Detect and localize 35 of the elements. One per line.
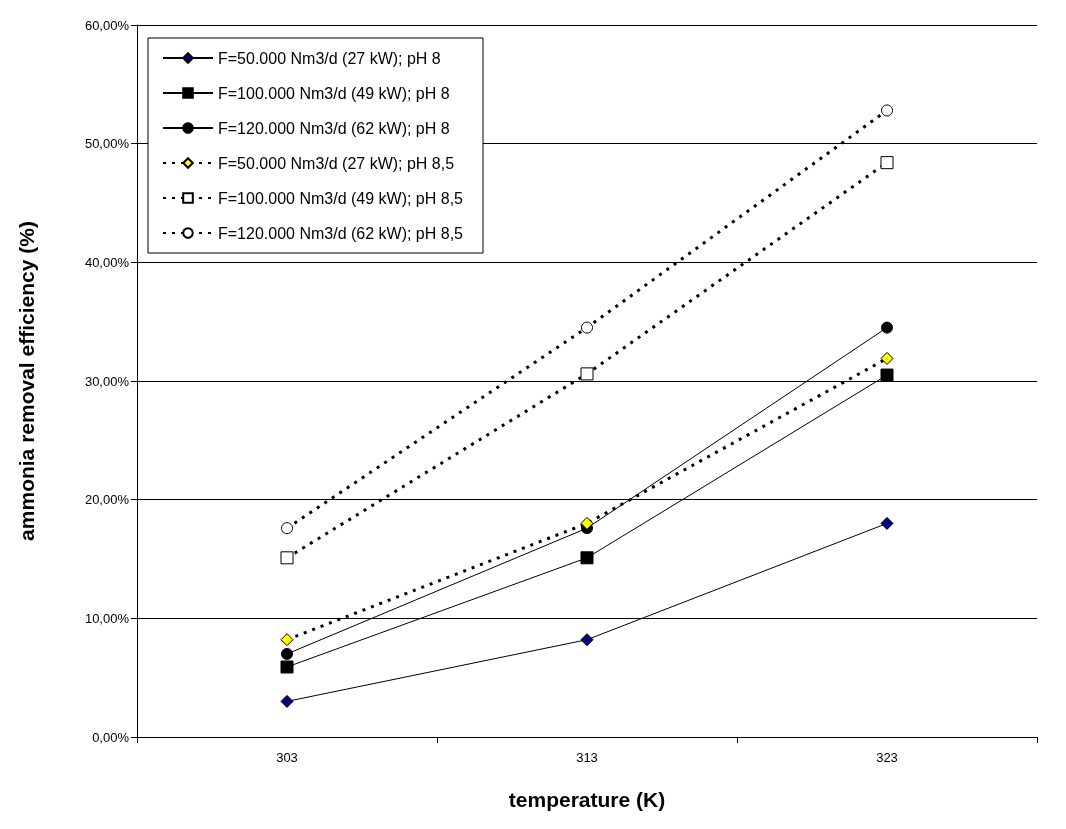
legend-label: F=50.000 Nm3/d (27 kW); pH 8,5 [218, 154, 455, 172]
x-axis-title: temperature (K) [508, 788, 666, 811]
legend-label: F=100.000 Nm3/d (49 kW); pH 8,5 [218, 189, 464, 207]
y-axis-title: ammonia removal efficiency (%) [15, 221, 38, 541]
point [880, 351, 894, 365]
point [880, 156, 894, 170]
legend-label: F=50.000 Nm3/d (27 kW); pH 8 [218, 49, 441, 67]
point [280, 551, 294, 565]
legend-label: F=120.000 Nm3/d (62 kW); pH 8 [218, 119, 450, 137]
y-tick-label: 20,00% [84, 492, 130, 508]
point [281, 647, 293, 660]
x-tick-label: 323 [876, 750, 898, 765]
point [580, 551, 594, 565]
point [580, 516, 594, 530]
point [280, 694, 294, 708]
x-tick-label: 303 [276, 750, 298, 765]
point [881, 321, 893, 334]
point [280, 633, 294, 647]
point [881, 104, 893, 117]
point [880, 368, 894, 382]
point [581, 321, 593, 334]
x-tick-label: 313 [576, 750, 598, 765]
y-tick-label: 30,00% [84, 373, 130, 389]
y-tick-label: 0,00% [92, 729, 130, 745]
point [580, 633, 594, 647]
y-tick-label: 50,00% [84, 136, 130, 152]
y-tick-label: 60,00% [84, 17, 130, 33]
point [880, 516, 894, 530]
point [281, 522, 293, 535]
legend-label: F=120.000 Nm3/d (62 kW); pH 8,5 [218, 224, 464, 242]
y-tick-label: 40,00% [84, 254, 130, 270]
point [280, 660, 294, 674]
legend-label: F=100.000 Nm3/d (49 kW); pH 8 [218, 84, 450, 102]
y-tick-label: 10,00% [84, 610, 130, 626]
point [580, 367, 594, 381]
